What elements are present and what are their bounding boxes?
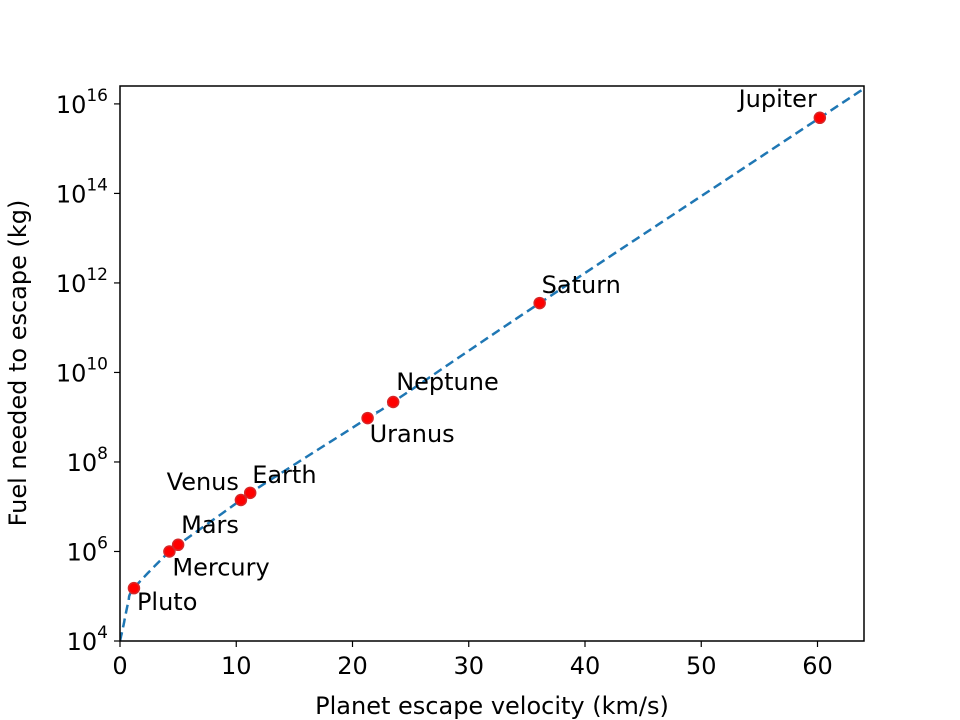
point-label-earth: Earth <box>252 461 316 489</box>
point-labels-layer: Pluto Mercury Mars Venus Earth Uranus Neptune S… <box>137 85 817 616</box>
point-label-mars: Mars <box>181 511 239 539</box>
x-tick-label: 10 <box>221 652 252 680</box>
y-tick-exponent: 10 <box>86 354 108 374</box>
point-label-saturn: Saturn <box>542 271 621 299</box>
data-point-mars <box>171 538 185 552</box>
x-tick-label: 40 <box>570 652 601 680</box>
data-point-jupiter <box>813 111 827 125</box>
y-tick-exponent: 16 <box>86 86 108 106</box>
y-tick-base: 10 <box>56 91 87 119</box>
point-label-uranus: Uranus <box>370 420 455 448</box>
y-tick-base: 10 <box>67 628 98 656</box>
y-tick-label: 1010 <box>56 354 108 387</box>
x-tick-label: 30 <box>453 652 484 680</box>
y-tick-base: 10 <box>56 270 87 298</box>
y-tick-exponent: 8 <box>97 444 108 464</box>
data-point-pluto <box>127 581 141 595</box>
data-point-neptune <box>386 395 400 409</box>
y-tick-exponent: 6 <box>97 533 108 553</box>
y-tick-base: 10 <box>56 180 87 208</box>
x-tick-label: 50 <box>686 652 717 680</box>
point-label-neptune: Neptune <box>396 368 499 396</box>
data-point-uranus <box>361 411 374 425</box>
y-axis-label: Fuel needed to escape (kg) <box>4 200 32 527</box>
point-label-venus: Venus <box>167 468 239 496</box>
plot-frame <box>119 85 865 642</box>
y-tick-base: 10 <box>56 359 87 387</box>
y-tick-label: 106 <box>67 533 108 566</box>
y-tick-label: 1016 <box>56 86 108 119</box>
data-point-earth <box>243 486 257 500</box>
y-tick-exponent: 12 <box>86 265 108 285</box>
point-label-pluto: Pluto <box>137 588 197 616</box>
x-axis-label: Planet escape velocity (km/s) <box>315 692 669 720</box>
data-point-saturn <box>533 296 546 310</box>
x-axis-ticks: 0 10 20 30 40 50 60 <box>112 641 833 680</box>
data-point-mercury <box>163 545 176 558</box>
point-label-mercury: Mercury <box>172 553 269 581</box>
y-tick-base: 10 <box>67 449 98 477</box>
y-tick-label: 104 <box>67 623 108 656</box>
y-tick-base: 10 <box>67 538 98 566</box>
y-tick-exponent: 14 <box>86 175 108 195</box>
point-label-jupiter: Jupiter <box>737 85 817 113</box>
x-tick-label: 20 <box>337 652 368 680</box>
y-tick-label: 1012 <box>56 265 108 298</box>
data-point-venus <box>234 493 248 507</box>
data-points-layer <box>127 111 827 595</box>
y-tick-label: 108 <box>67 444 108 477</box>
x-tick-label: 60 <box>802 652 833 680</box>
y-tick-exponent: 4 <box>97 623 108 643</box>
x-tick-label: 0 <box>112 652 127 680</box>
y-tick-label: 1014 <box>56 175 108 208</box>
